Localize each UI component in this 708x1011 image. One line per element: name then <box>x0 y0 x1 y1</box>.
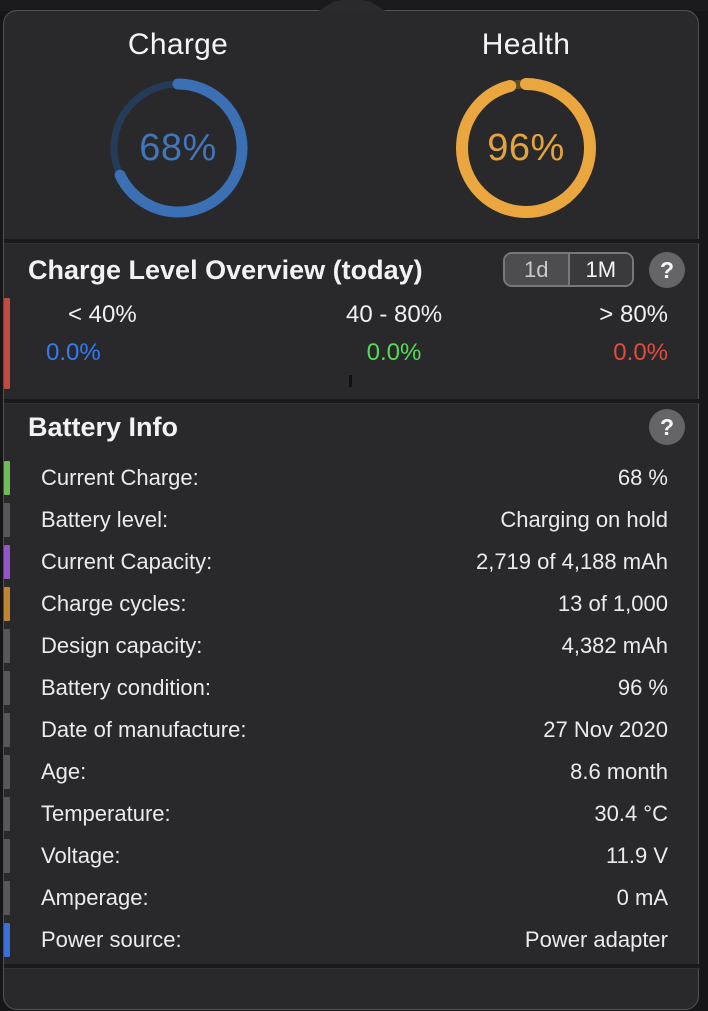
battery-status-popover: Charge 68% Health 96% Charge Level Overv… <box>3 10 700 1011</box>
overview-title: Charge Level Overview (today) <box>28 255 423 285</box>
row-color-bar <box>4 545 10 579</box>
gauge-percent-text: 96% <box>487 126 565 169</box>
ring-svg <box>108 78 248 218</box>
row-value: 0 mA <box>616 885 668 910</box>
row-label: Power source: <box>41 927 182 952</box>
row-color-bar <box>4 503 10 537</box>
row-value: 27 Nov 2020 <box>543 717 668 742</box>
row-label: Current Capacity: <box>41 549 213 574</box>
battery-info-row: Power source: Power adapter <box>4 919 700 961</box>
row-label: Age: <box>41 759 87 784</box>
row-value: 11.9 V <box>606 843 668 868</box>
row-value: 2,719 of 4,188 mAh <box>475 549 668 574</box>
row-label: Current Charge: <box>41 465 199 490</box>
gauge-health: Health 96% <box>352 11 700 239</box>
section-divider <box>4 964 700 969</box>
row-label: Battery condition: <box>41 675 211 700</box>
gauge-title: Health <box>481 28 571 61</box>
row-label: Charge cycles: <box>41 591 187 616</box>
row-color-bar <box>4 839 10 873</box>
overview-col-label: 40 - 80% <box>345 301 443 328</box>
gauge-charge: Charge 68% <box>4 11 352 239</box>
battery-info-rows: Current Charge: 68 % Battery level: Char… <box>4 457 700 961</box>
overview-col-value: 0.0% <box>366 339 422 366</box>
gauge-percent-text: 68% <box>139 126 217 169</box>
battery-info-row: Age: 8.6 month <box>4 751 700 793</box>
segment-1M[interactable]: 1M <box>567 254 632 285</box>
row-color-bar <box>4 461 10 495</box>
row-value: Charging on hold <box>500 507 668 532</box>
row-label: Battery level: <box>41 507 169 532</box>
battery-info-row: Design capacity: 4,382 mAh <box>4 625 700 667</box>
row-color-bar <box>4 923 10 957</box>
row-label: Design capacity: <box>41 633 203 658</box>
row-label: Amperage: <box>41 885 149 910</box>
battery-info-row: Temperature: 30.4 °C <box>4 793 700 835</box>
row-color-bar <box>4 629 10 663</box>
overview-col-label: > 80% <box>599 301 668 328</box>
row-color-bar <box>4 587 10 621</box>
battery-info-row: Voltage: 11.9 V <box>4 835 700 877</box>
section-divider <box>4 239 700 244</box>
battery-info-row: Current Charge: 68 % <box>4 457 700 499</box>
overview-col-low: < 40% 0.0% <box>46 301 137 367</box>
gauges-section: Charge 68% Health 96% <box>4 11 700 239</box>
tick-mark <box>349 375 352 387</box>
battery-info-row: Charge cycles: 13 of 1,000 <box>4 583 700 625</box>
row-value: Power adapter <box>524 927 668 952</box>
row-color-bar <box>4 713 10 747</box>
progress-ring: 68% <box>103 73 253 223</box>
progress-ring: 96% <box>451 73 601 223</box>
row-value: 8.6 month <box>570 759 668 784</box>
overview-col-high: > 80% 0.0% <box>599 301 668 367</box>
section-divider <box>4 399 700 404</box>
range-segmented-control[interactable]: 1d 1M <box>503 252 634 287</box>
row-value: 13 of 1,000 <box>557 591 668 616</box>
help-button-overview[interactable]: ? <box>649 252 685 288</box>
overview-accent-bar <box>4 298 10 389</box>
row-color-bar <box>4 881 10 915</box>
battery-info-row: Current Capacity: 2,719 of 4,188 mAh <box>4 541 700 583</box>
row-value: 96 % <box>617 675 668 700</box>
ring-svg <box>456 78 596 218</box>
overview-col-label: < 40% <box>68 301 137 328</box>
row-value: 68 % <box>617 465 668 490</box>
row-label: Voltage: <box>41 843 121 868</box>
charge-level-overview-section: Charge Level Overview (today) 1d 1M ? < … <box>4 244 700 399</box>
battery-info-row: Battery level: Charging on hold <box>4 499 700 541</box>
row-color-bar <box>4 797 10 831</box>
battery-info-row: Battery condition: 96 % <box>4 667 700 709</box>
battery-info-row: Date of manufacture: 27 Nov 2020 <box>4 709 700 751</box>
row-value: 4,382 mAh <box>561 633 668 658</box>
row-label: Date of manufacture: <box>41 717 247 742</box>
overview-col-mid: 40 - 80% 0.0% <box>346 301 442 367</box>
row-color-bar <box>4 671 10 705</box>
battery-info-title: Battery Info <box>28 412 179 442</box>
help-button-battery-info[interactable]: ? <box>649 409 685 445</box>
overview-col-value: 0.0% <box>46 339 101 366</box>
popover-arrow <box>317 0 387 12</box>
row-color-bar <box>4 755 10 789</box>
row-value: 30.4 °C <box>594 801 668 826</box>
battery-info-row: Amperage: 0 mA <box>4 877 700 919</box>
gauge-title: Charge <box>127 28 229 61</box>
battery-info-section: Battery Info ? Current Charge: 68 % Batt… <box>4 404 700 1011</box>
segment-1d[interactable]: 1d <box>505 254 568 285</box>
overview-col-value: 0.0% <box>613 339 668 366</box>
row-label: Temperature: <box>41 801 171 826</box>
